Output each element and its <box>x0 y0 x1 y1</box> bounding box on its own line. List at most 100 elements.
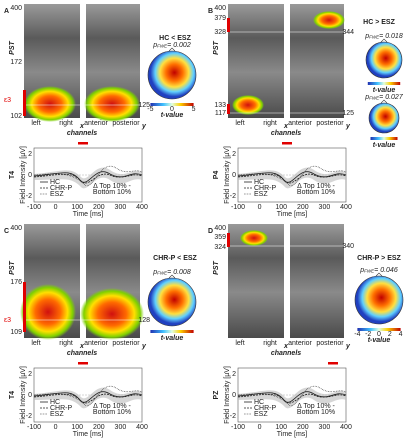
x-tick-label: 400 <box>136 204 148 211</box>
slice-label: 340 <box>342 243 354 250</box>
slice-label: 125 <box>138 102 150 109</box>
erp-curve <box>33 171 143 183</box>
p-sub: FWE <box>369 96 380 101</box>
nose <box>380 99 388 104</box>
activation <box>80 288 144 340</box>
colorbar <box>367 82 401 85</box>
x-tick-label: 200 <box>93 204 105 211</box>
p-value: pFWE= 0.046 <box>359 267 398 274</box>
sensor-label: PZ <box>213 390 220 400</box>
scale-tick: -5 <box>147 106 153 113</box>
p-text: = 0.046 <box>374 267 398 274</box>
topomap <box>365 41 403 79</box>
red-bar <box>23 90 26 116</box>
y-axis-label: Field Intensity [µV] <box>224 146 231 204</box>
scale-tick: 5 <box>192 106 196 113</box>
scale-label: t-value <box>373 87 396 94</box>
panel: A PST 400 172 102 ε3 125 left right anterior poste… <box>4 4 197 218</box>
axis-x: x <box>79 123 85 130</box>
nose <box>375 272 383 277</box>
red-bar <box>227 104 230 114</box>
x-axis-label: Time [ms] <box>73 431 104 438</box>
x-axis-label: Time [ms] <box>277 431 308 438</box>
channel-label: anterior <box>288 340 312 347</box>
activation <box>84 86 140 122</box>
axis-y: y <box>141 123 147 130</box>
y-tick-label: 0 <box>232 392 236 399</box>
channel-label: right <box>59 120 73 127</box>
y-tick-label: 0 <box>232 172 236 179</box>
channels-label: channels <box>67 350 97 357</box>
topomap <box>368 102 400 134</box>
x-axis-label: Time [ms] <box>277 211 308 218</box>
x-tick-label: -100 <box>27 204 41 211</box>
x-tick-label: 400 <box>340 204 352 211</box>
sensor-label: T4 <box>9 391 16 399</box>
scale-tick: -2 <box>365 331 371 338</box>
erp-curve <box>33 173 143 184</box>
epsilon: ε3 <box>4 97 11 104</box>
activation <box>20 284 76 340</box>
x-tick-label: 200 <box>297 204 309 211</box>
x-tick-label: 200 <box>93 424 105 431</box>
red-bar <box>23 282 26 332</box>
colorbar <box>357 328 401 331</box>
erp-curve <box>33 391 143 403</box>
channel-label: left <box>31 120 40 127</box>
erp-curve <box>237 391 347 403</box>
note: Bottom 10% <box>297 189 335 196</box>
p-text: = 0.018 <box>379 33 403 40</box>
axis-x: x <box>283 343 289 350</box>
erp-curve <box>237 173 347 184</box>
slice-label: 128 <box>138 317 150 324</box>
sig-bar <box>78 142 88 145</box>
note: Bottom 10% <box>93 189 131 196</box>
slice-label: 344 <box>342 29 354 36</box>
x-tick-label: 300 <box>319 204 331 211</box>
x-tick-label: 400 <box>340 424 352 431</box>
axis-y: y <box>345 123 351 130</box>
contrast-title: HC < ESZ <box>159 35 191 42</box>
channel-label: right <box>263 340 277 347</box>
x-tick-label: 0 <box>54 424 58 431</box>
panel: C PST 400 176 109 ε3 128 left right anterior poste… <box>4 224 198 438</box>
x-tick-label: 100 <box>71 424 83 431</box>
x-tick-label: 300 <box>115 204 127 211</box>
scale-tick: -4 <box>354 331 360 338</box>
channel-label: right <box>263 120 277 127</box>
note: Δ Top 10% - <box>93 183 131 190</box>
colorbar <box>150 103 194 106</box>
contrast-title: CHR-P > ESZ <box>357 255 401 262</box>
channel-label: left <box>235 340 244 347</box>
channel-label: posterior <box>112 340 140 347</box>
slice-label: 125 <box>342 110 354 117</box>
channel-label: posterior <box>112 120 140 127</box>
legend-entry: CHR-P <box>50 185 72 192</box>
pst-tick: 109 <box>10 329 22 336</box>
channels-label: channels <box>67 130 97 137</box>
pst-tick: 176 <box>10 279 22 286</box>
pst-tick: 379 <box>214 15 226 22</box>
legend-entry: HC <box>50 179 60 186</box>
channel-label: anterior <box>288 120 312 127</box>
p-value: pFWE= 0.002 <box>152 42 191 49</box>
channel-label: posterior <box>316 340 344 347</box>
y-tick-label: 2 <box>28 151 32 158</box>
pst-tick: 117 <box>215 110 226 117</box>
y-tick-label: -2 <box>230 413 236 420</box>
panel-letter: B <box>208 8 213 15</box>
pst-label: PST <box>9 40 16 54</box>
colorbar <box>150 330 194 333</box>
p-sub: FWE <box>157 271 168 276</box>
sensor-label: T4 <box>9 171 16 179</box>
x-tick-label: 0 <box>54 204 58 211</box>
x-axis-label: Time [ms] <box>73 211 104 218</box>
scale-tick: 2 <box>388 331 392 338</box>
x-tick-label: 100 <box>275 424 287 431</box>
axis-y: y <box>345 343 351 350</box>
p-text: = 0.027 <box>379 94 404 101</box>
erp-curve <box>237 393 347 404</box>
contrast-title: HC > ESZ <box>363 19 395 26</box>
x-tick-label: 300 <box>319 424 331 431</box>
p-sub: FWE <box>369 35 380 40</box>
